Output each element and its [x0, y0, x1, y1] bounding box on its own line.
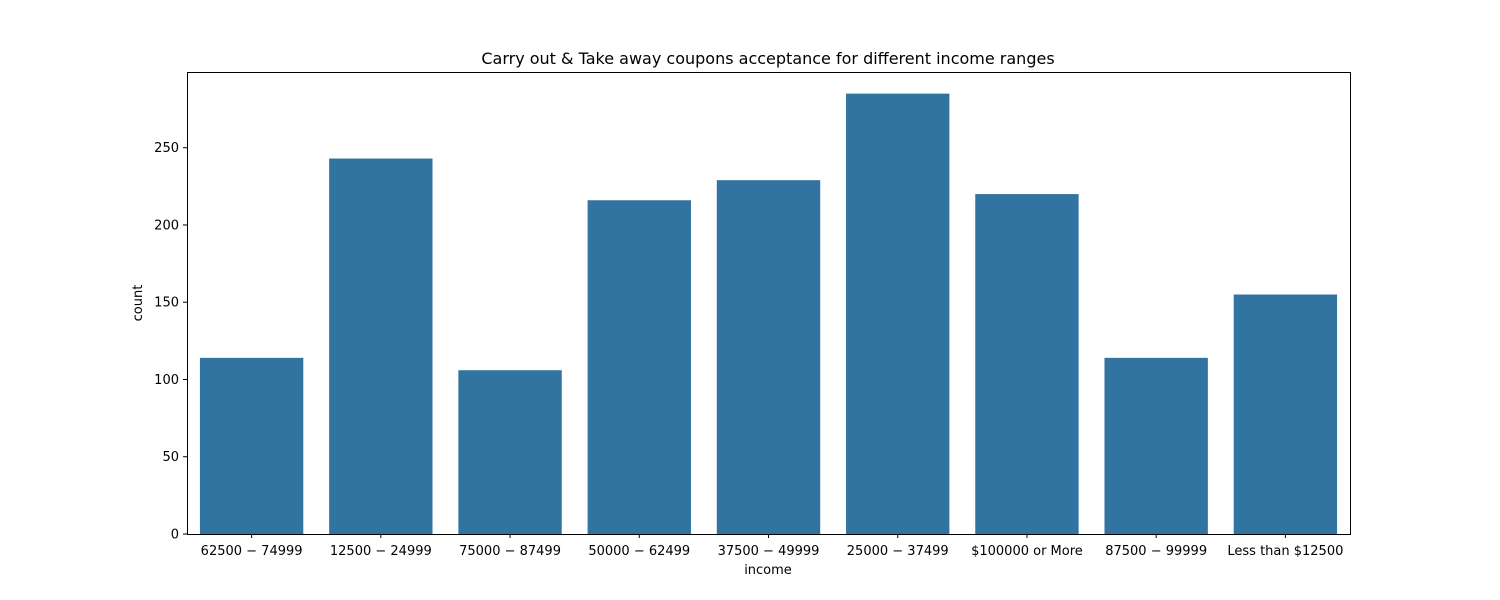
- y-tick-label: 200: [154, 218, 179, 233]
- bar-6: [975, 194, 1079, 534]
- x-tick-label: 25000 − 37499: [847, 544, 949, 559]
- y-tick-label: 250: [154, 141, 179, 156]
- x-tick-label: 12500 − 24999: [330, 544, 432, 559]
- y-tick-label: 100: [154, 373, 179, 388]
- x-axis-label: income: [744, 563, 792, 578]
- y-tick-label: 0: [171, 528, 179, 543]
- y-tick-label: 150: [154, 296, 179, 311]
- x-tick-label: 62500 − 74999: [201, 544, 303, 559]
- plot-frame: [187, 72, 1351, 535]
- x-axis-ticks: 62500 − 74999 12500 − 24999 75000 − 87499 5…: [201, 534, 1343, 559]
- y-tick-label: 50: [162, 450, 179, 465]
- bar-8: [1233, 294, 1338, 534]
- chart-title: Carry out & Take away coupons acceptance…: [481, 49, 1054, 68]
- x-tick-label: 75000 − 87499: [459, 544, 561, 559]
- bar-0: [199, 357, 304, 534]
- bar-5: [846, 93, 950, 534]
- y-axis-ticks: 0 50 100 150 200 250: [154, 141, 187, 543]
- x-tick-label: Less than $12500: [1227, 544, 1343, 559]
- x-tick-label: 50000 − 62499: [588, 544, 690, 559]
- bar-2: [458, 370, 562, 534]
- bar-4: [716, 180, 821, 534]
- x-tick-label: 37500 − 49999: [718, 544, 820, 559]
- y-axis-label: count: [131, 285, 146, 322]
- bar-3: [587, 200, 691, 534]
- bar-7: [1104, 357, 1208, 534]
- bar-1: [329, 158, 433, 534]
- x-tick-label: 87500 − 99999: [1105, 544, 1207, 559]
- bars-group: [199, 93, 1338, 534]
- x-tick-label: $100000 or More: [971, 544, 1083, 559]
